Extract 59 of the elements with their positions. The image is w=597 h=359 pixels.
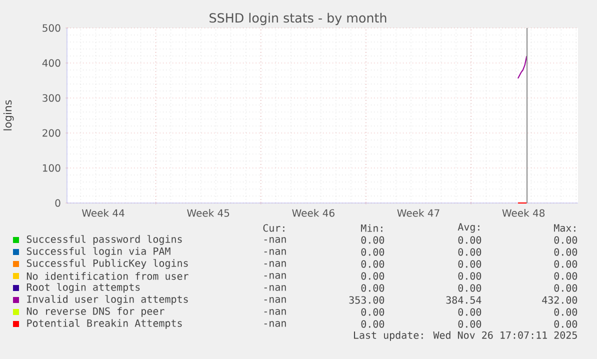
x-tick-label: Week 45 (187, 209, 230, 217)
legend-label: Root login attempts (26, 283, 140, 293)
text: Min: (361, 224, 382, 232)
x-tick-label: Week 46 (292, 209, 334, 217)
legend-label: Successful PublicKey logins (26, 259, 188, 269)
legend-label: Potential Breakin Attempts (27, 319, 182, 329)
text: 0.00 (361, 248, 384, 256)
text: 0.00 (458, 308, 482, 316)
text: 0.00 (361, 272, 384, 280)
text: Last update: Wed Nov 26 17:07:11 2025 (354, 331, 577, 341)
x-tick-label: Week 48 (502, 209, 545, 217)
text: 384.54 (446, 296, 482, 304)
text: -nan (264, 273, 286, 279)
text: 0.00 (554, 308, 578, 316)
y-tick-label: 0 (55, 199, 60, 207)
y-tick-label: 500 (42, 24, 60, 32)
text: 432.00 (542, 296, 578, 304)
y-tick-label: 300 (42, 94, 60, 102)
text: 353.00 (349, 296, 384, 304)
text: -nan (264, 285, 286, 291)
y-tick-label: 400 (42, 59, 60, 67)
y-tick-label: 100 (42, 164, 60, 172)
text: 0.00 (554, 284, 578, 292)
legend-label: No identification from user (26, 272, 188, 280)
text: 0.00 (458, 284, 482, 292)
text: -nan (264, 237, 286, 243)
text: -nan (264, 261, 286, 267)
text: Avg: (458, 223, 480, 233)
text: 0.00 (361, 308, 384, 316)
text: 0.00 (458, 236, 482, 244)
y-axis-title: logins (3, 100, 14, 130)
legend-label: No reverse DNS for peer (26, 307, 164, 317)
legend-label: Successful password logins (26, 235, 182, 245)
text: -nan (264, 321, 286, 327)
text: 0.00 (554, 320, 578, 328)
text: 0.00 (554, 260, 578, 268)
text: 0.00 (554, 236, 578, 244)
legend-label: Invalid user login attempts (27, 295, 188, 305)
text: 0.00 (554, 272, 578, 280)
text: 0.00 (361, 284, 384, 292)
text: 0.00 (554, 248, 578, 256)
text: -nan (264, 249, 286, 255)
text: -nan (264, 297, 286, 303)
text: 0.00 (361, 236, 384, 244)
text: 0.00 (458, 260, 482, 268)
text: Max: (554, 224, 576, 232)
y-tick-label: 200 (42, 129, 60, 137)
text: 0.00 (458, 320, 482, 328)
text: 0.00 (361, 260, 384, 268)
x-tick-label: Week 47 (397, 209, 440, 217)
legend-label: Successful login via PAM (26, 247, 170, 257)
text: 0.00 (458, 272, 482, 280)
x-tick-label: Week 44 (82, 209, 124, 217)
chart-title: SSHD login stats - by month (210, 12, 386, 26)
text: Cur: (263, 224, 284, 232)
text: 0.00 (458, 248, 482, 256)
text: 0.00 (361, 320, 384, 328)
text: -nan (264, 309, 286, 315)
line-series (517, 55, 528, 79)
